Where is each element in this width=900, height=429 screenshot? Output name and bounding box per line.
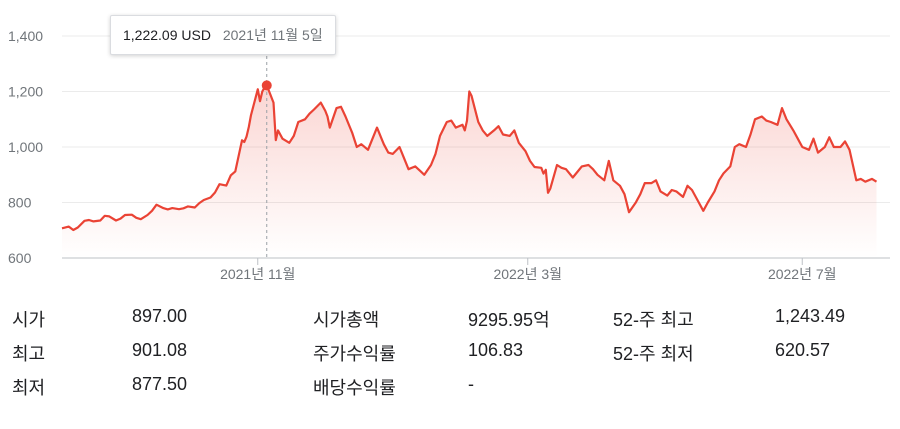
low-52wk-value: 620.57 <box>775 340 831 360</box>
tooltip-price: 1,222.09 USD <box>123 27 211 43</box>
pe-ratio-label: 주가수익률 <box>313 344 396 364</box>
y-tick-label: 1,200 <box>8 84 43 100</box>
market-cap-value: 9295.95억 <box>468 310 550 330</box>
dividend-yield-label: 배당수익률 <box>313 378 396 398</box>
price-area-fill <box>62 85 877 259</box>
y-tick-label: 600 <box>8 250 32 266</box>
open-label: 시가 <box>12 310 46 330</box>
hover-point <box>261 80 272 91</box>
high-52wk-value: 1,243.49 <box>775 306 846 326</box>
market-cap-label: 시가총액 <box>313 310 380 330</box>
x-axis: 2021년 11월 2022년 3월 2022년 7월 <box>220 258 837 282</box>
high-label: 최고 <box>12 344 46 364</box>
price-line <box>61 84 878 232</box>
y-tick-label: 1,000 <box>8 139 43 155</box>
y-axis: 600 800 1,000 1,200 1,400 <box>8 28 43 266</box>
pe-ratio-value: 106.83 <box>468 340 524 360</box>
dividend-yield-value: - <box>468 374 474 394</box>
x-tick-label: 2022년 7월 <box>768 266 837 282</box>
hover-tooltip: 1,222.09 USD 2021년 11월 5일 <box>110 15 336 55</box>
open-value: 897.00 <box>132 306 188 326</box>
tooltip-date: 2021년 11월 5일 <box>222 27 323 43</box>
low-label: 최저 <box>12 378 46 398</box>
x-tick-label: 2021년 11월 <box>220 266 295 282</box>
y-tick-label: 1,400 <box>8 28 43 44</box>
low-52wk-label: 52-주 최저 <box>613 344 694 364</box>
high-52wk-label: 52-주 최고 <box>613 310 694 330</box>
x-tick-label: 2022년 3월 <box>493 266 562 282</box>
y-tick-label: 800 <box>8 195 32 211</box>
high-value: 901.08 <box>132 340 188 360</box>
low-value: 877.50 <box>132 374 188 394</box>
